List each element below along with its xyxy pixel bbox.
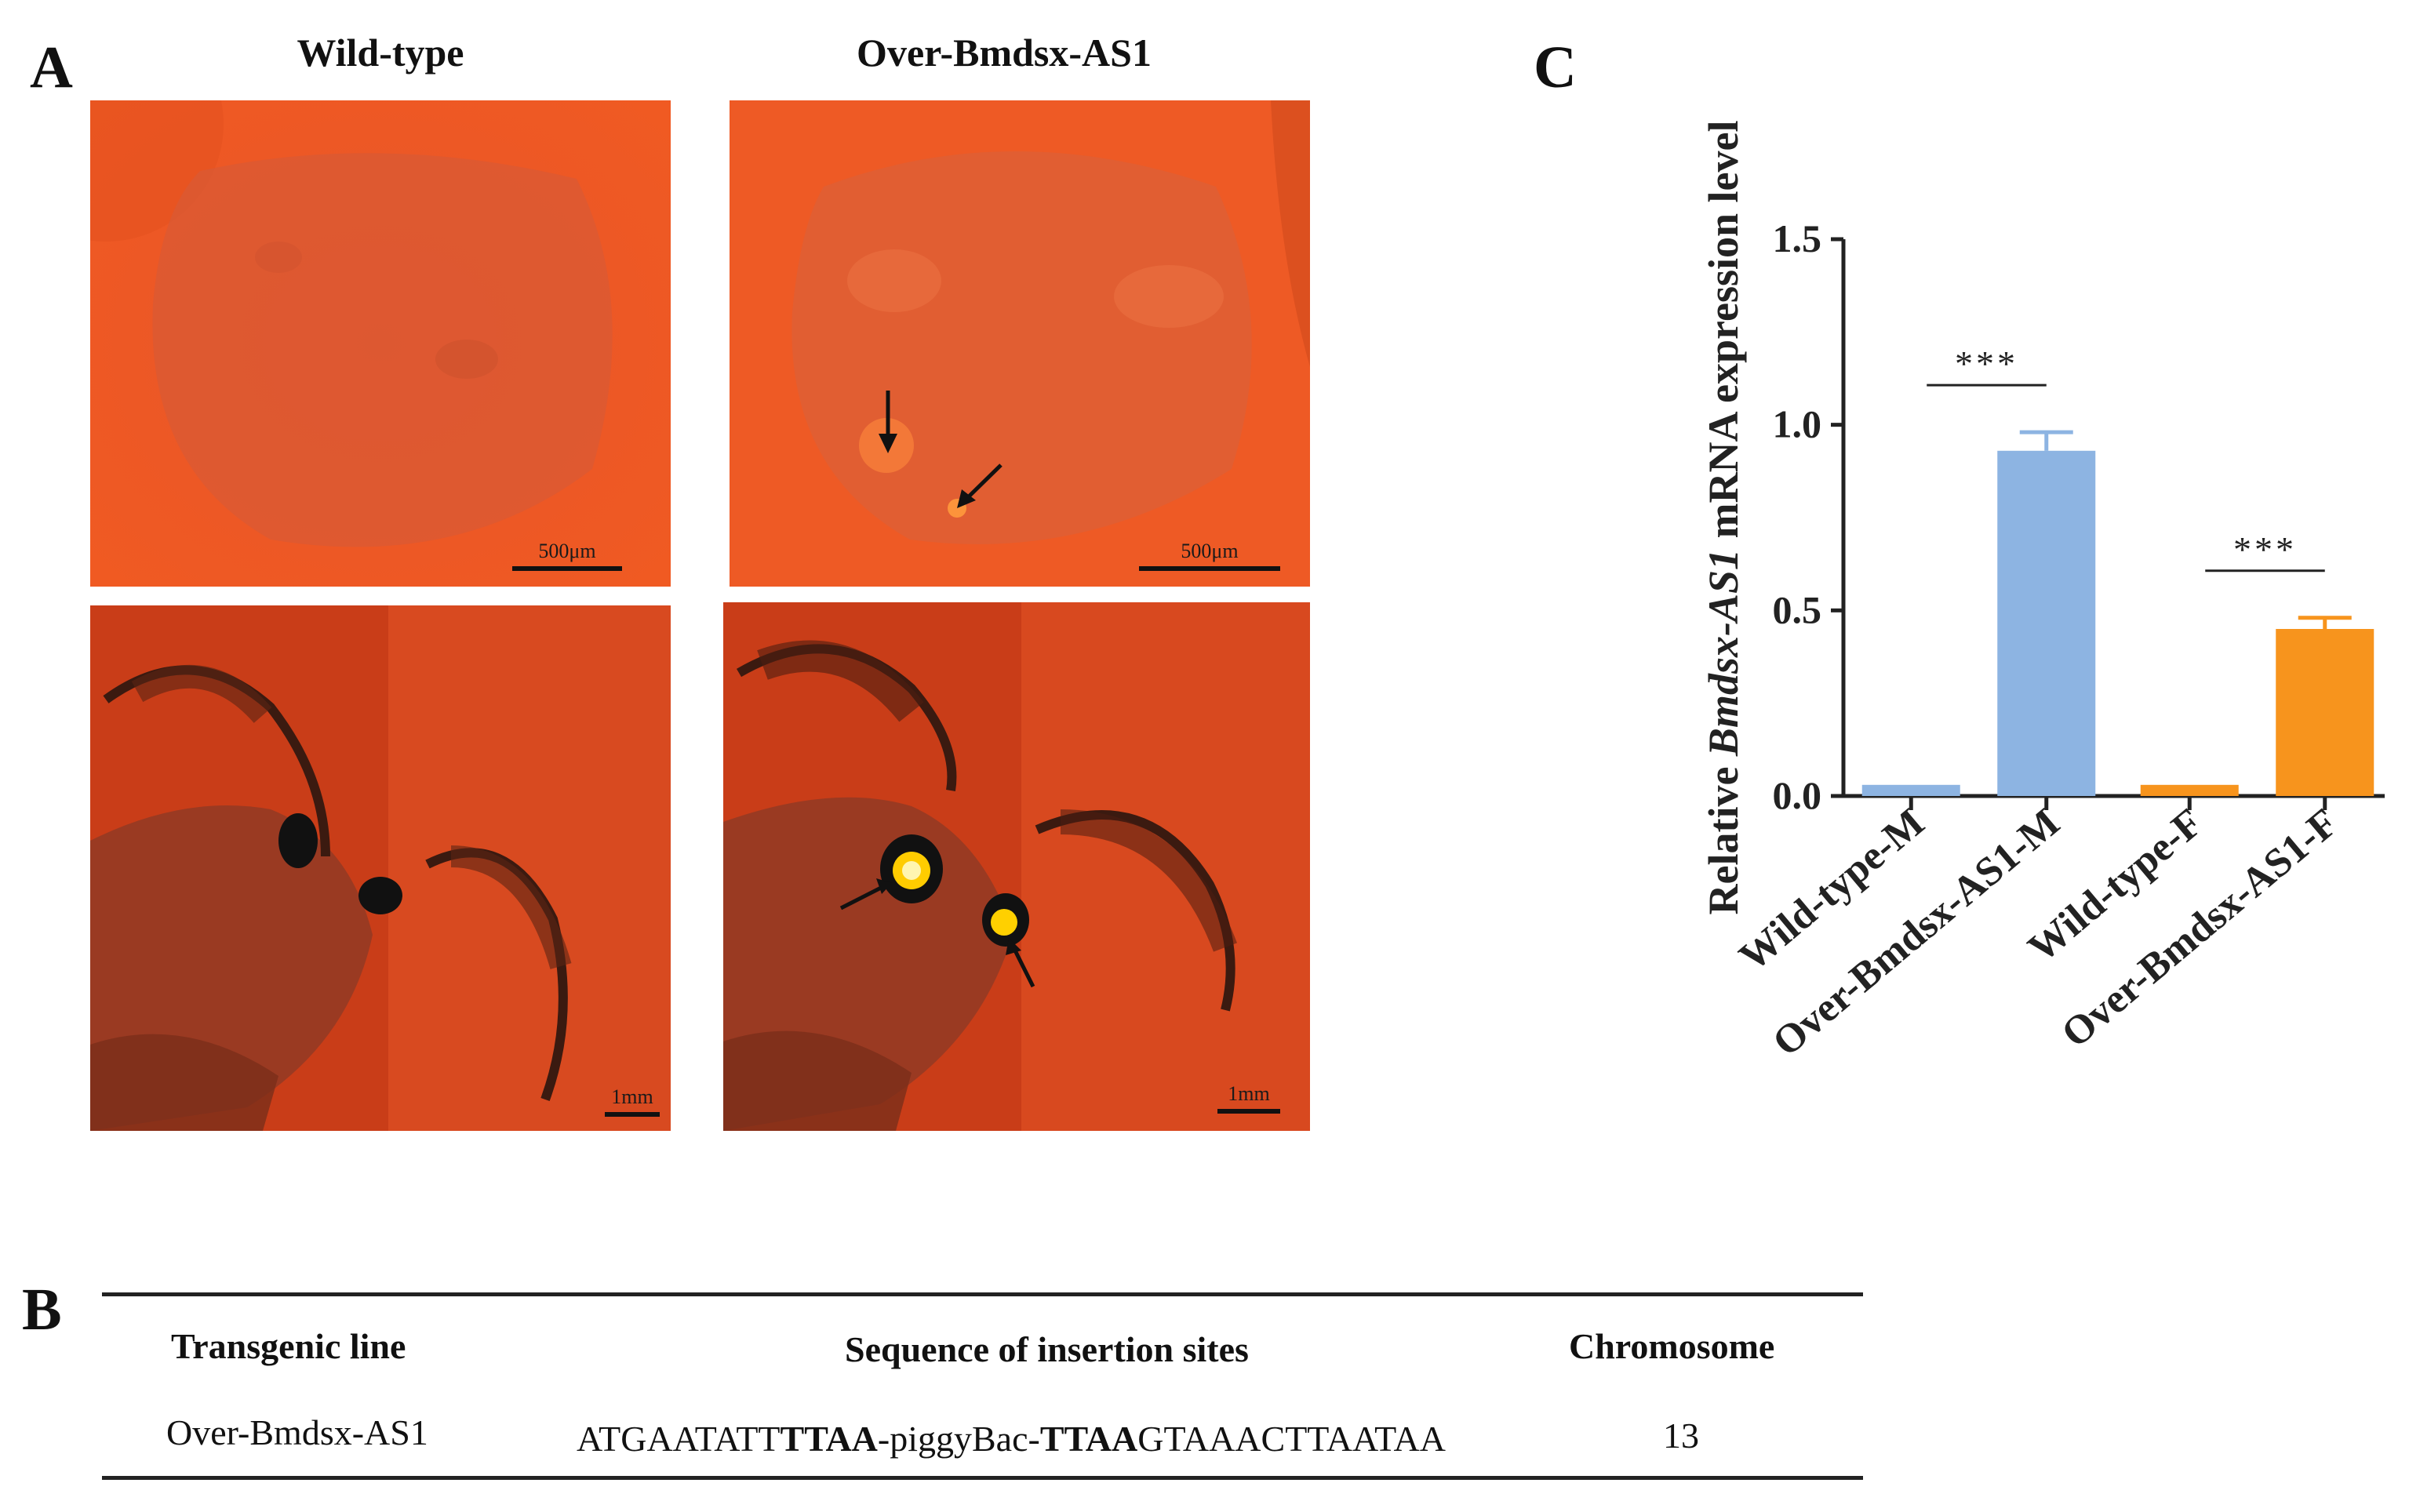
scale-bar-moth-wild-type: 1mm (605, 1085, 660, 1117)
egg-photo-over-bmdsx: 500μm (730, 100, 1310, 587)
wild-type-column-title: Wild-type (297, 31, 464, 75)
y-tick-label: 0.0 (1773, 773, 1822, 817)
significance-label: *** (1955, 343, 2018, 383)
scale-label: 500μm (1181, 540, 1239, 562)
cell-chromosome: 13 (1663, 1416, 1699, 1456)
moth-photo-wild-type: 1mm (90, 605, 671, 1131)
y-tick-label: 1.0 (1773, 402, 1822, 446)
bar-chart: 0.0 0.5 1.0 1.5 Relative Bmdsx-AS1 mRNA expr… (1700, 121, 2385, 1065)
egg-photo-wild-type: 500μm (90, 100, 671, 587)
y-tick-label: 0.5 (1773, 587, 1822, 631)
bar-wild-type-m (1861, 784, 1960, 796)
panel-a-letter: A (30, 35, 73, 100)
table-bottom-rule (102, 1476, 1863, 1480)
significance-label: *** (2233, 529, 2297, 569)
panel-c-letter: C (1534, 35, 1577, 100)
y-axis-label: Relative Bmdsx-AS1 mRNA expression level (1700, 121, 1747, 915)
bar-over-bmdsx-as1-m (1997, 450, 2096, 796)
scale-label: 500μm (538, 540, 596, 562)
header-chromosome: Chromosome (1569, 1326, 1775, 1366)
seq-part-4: TTAA (1039, 1419, 1138, 1459)
seq-part-3: -piggyBac- (877, 1419, 1040, 1459)
header-transgenic-line: Transgenic line (171, 1326, 406, 1366)
y-tick-label: 1.5 (1773, 216, 1822, 260)
scale-label: 1mm (611, 1085, 653, 1108)
table-top-rule (102, 1292, 1863, 1296)
seq-part-2: TTAA (780, 1419, 878, 1459)
scale-label: 1mm (1228, 1082, 1270, 1105)
bar-wild-type-f (2140, 784, 2239, 796)
y-axis-label-part: Bmdsx-AS1 (1700, 549, 1747, 757)
scale-bar-moth-over: 1mm (1217, 1082, 1280, 1114)
y-axis-label-part: mRNA expression level (1700, 121, 1747, 549)
cell-sequence: ATGAATATTTTAA-piggyBac-TTAAGTAAACTTAATAA (577, 1418, 1446, 1459)
scale-bar-egg-over: 500μm (1139, 540, 1280, 571)
scale-bar-egg-wild-type: 500μm (512, 540, 622, 571)
seq-part-5: GTAAACTTAATAA (1137, 1419, 1446, 1459)
header-sequence: Sequence of insertion sites (845, 1329, 1249, 1369)
moth-photo-over-bmdsx: 1mm (723, 602, 1310, 1131)
over-bmdsx-column-title: Over-Bmdsx-AS1 (857, 31, 1152, 75)
cell-transgenic-line: Over-Bmdsx-AS1 (166, 1412, 428, 1452)
bar-over-bmdsx-as1-f (2276, 629, 2374, 796)
seq-part-1: ATGAATATT (577, 1419, 781, 1459)
y-axis-label-part: Relative (1700, 756, 1747, 914)
panel-b-letter: B (22, 1277, 62, 1343)
